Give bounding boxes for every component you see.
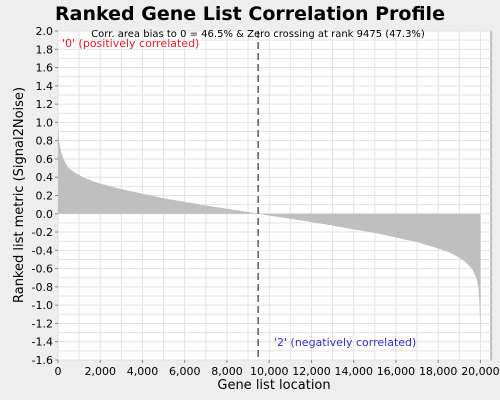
y-tick-label: 0.0	[36, 208, 54, 221]
x-tick-label: 8,000	[211, 365, 243, 378]
y-tick-label: 2.0	[36, 25, 54, 38]
y-tick-label: -0.6	[32, 263, 53, 276]
negative-class-label: '2' (negatively correlated)	[274, 336, 416, 349]
y-tick-label: 0.2	[36, 190, 54, 203]
x-tick-label: 20,000	[461, 365, 500, 378]
x-tick-label: 14,000	[334, 365, 373, 378]
area-bias-annotation: Corr. area bias to 0 = 46.5% & Zero cros…	[91, 29, 425, 40]
y-axis-title: Ranked list metric (Signal2Noise)	[12, 87, 27, 303]
y-tick-label: -1.2	[32, 317, 53, 330]
x-tick-label: 2,000	[84, 365, 116, 378]
y-tick-label: 1.2	[36, 98, 54, 111]
chart-title: Ranked Gene List Correlation Profile	[55, 3, 445, 25]
y-tick-label: 1.6	[36, 62, 54, 75]
y-tick-label: -0.2	[32, 226, 53, 239]
x-tick-label: 16,000	[377, 365, 416, 378]
y-tick-label: -1.6	[32, 354, 53, 367]
y-tick-label: 1.8	[36, 43, 54, 56]
x-tick-label: 0	[55, 365, 62, 378]
y-tick-label: -1.0	[32, 299, 53, 312]
y-tick-label: 0.6	[36, 153, 54, 166]
x-tick-label: 6,000	[169, 365, 201, 378]
y-tick-label: -0.8	[32, 281, 53, 294]
y-tick-label: 0.8	[36, 135, 54, 148]
y-tick-label: -1.4	[32, 336, 53, 349]
y-tick-label: 1.4	[36, 80, 54, 93]
y-tick-label: 0.4	[36, 171, 54, 184]
x-tick-label: 4,000	[127, 365, 159, 378]
positive-class-label: '0' (positively correlated)	[62, 37, 199, 50]
x-axis-ticks: 0 2,000 4,000 6,000 8,000 10,000 12,000 14,000 1…	[55, 360, 500, 378]
correlation-area	[58, 120, 481, 344]
x-tick-label: 18,000	[419, 365, 458, 378]
x-tick-label: 10,000	[250, 365, 289, 378]
x-axis-title: Gene list location	[217, 378, 330, 393]
y-tick-label: 1.0	[36, 116, 54, 129]
y-axis-ticks: 2.0 1.8 1.6 1.4 1.2 1.0 0.8 0.6 0.4 0.2 0.0 -0.2 -0.…	[32, 25, 58, 367]
y-tick-label: -0.4	[32, 244, 53, 257]
x-tick-label: 12,000	[292, 365, 331, 378]
